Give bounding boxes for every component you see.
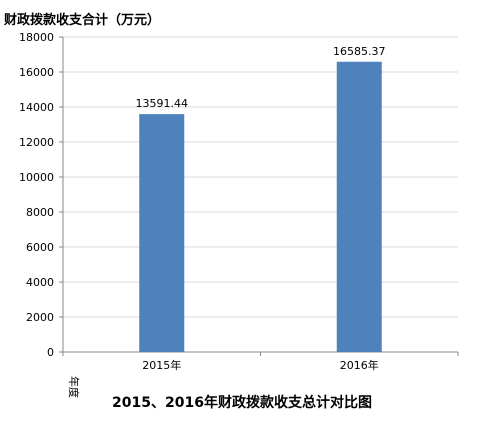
y-tick-label: 8000: [26, 206, 54, 219]
y-axis-title: 财政拨款收支合计（万元）: [4, 12, 160, 28]
labels: 0 2000 4000 6000 8000 10000 12000 14000 16000 180…: [19, 31, 386, 372]
bars: [139, 61, 382, 353]
bar-2: [336, 61, 382, 353]
y-tick-label: 14000: [19, 101, 54, 114]
x-axis-title: 年度: [67, 376, 81, 398]
chart-title: 2015、2016年财政拨款收支总计对比图: [112, 394, 372, 411]
gridlines: [63, 36, 458, 318]
bar-1: [139, 114, 185, 352]
axes: [59, 36, 459, 356]
bar-data-label: 16585.37: [333, 45, 386, 58]
y-tick-label: 6000: [26, 241, 54, 254]
y-tick-label: 0: [47, 346, 54, 359]
x-tick-label: 2015年: [142, 358, 181, 372]
y-tick-label: 12000: [19, 136, 54, 149]
y-tick-label: 16000: [19, 66, 54, 79]
bar-data-label: 13591.44: [136, 97, 189, 110]
y-tick-label: 4000: [26, 276, 54, 289]
y-tick-label: 10000: [19, 171, 54, 184]
y-tick-label: 18000: [19, 31, 54, 44]
y-tick-label: 2000: [26, 311, 54, 324]
x-tick-label: 2016年: [340, 358, 379, 372]
